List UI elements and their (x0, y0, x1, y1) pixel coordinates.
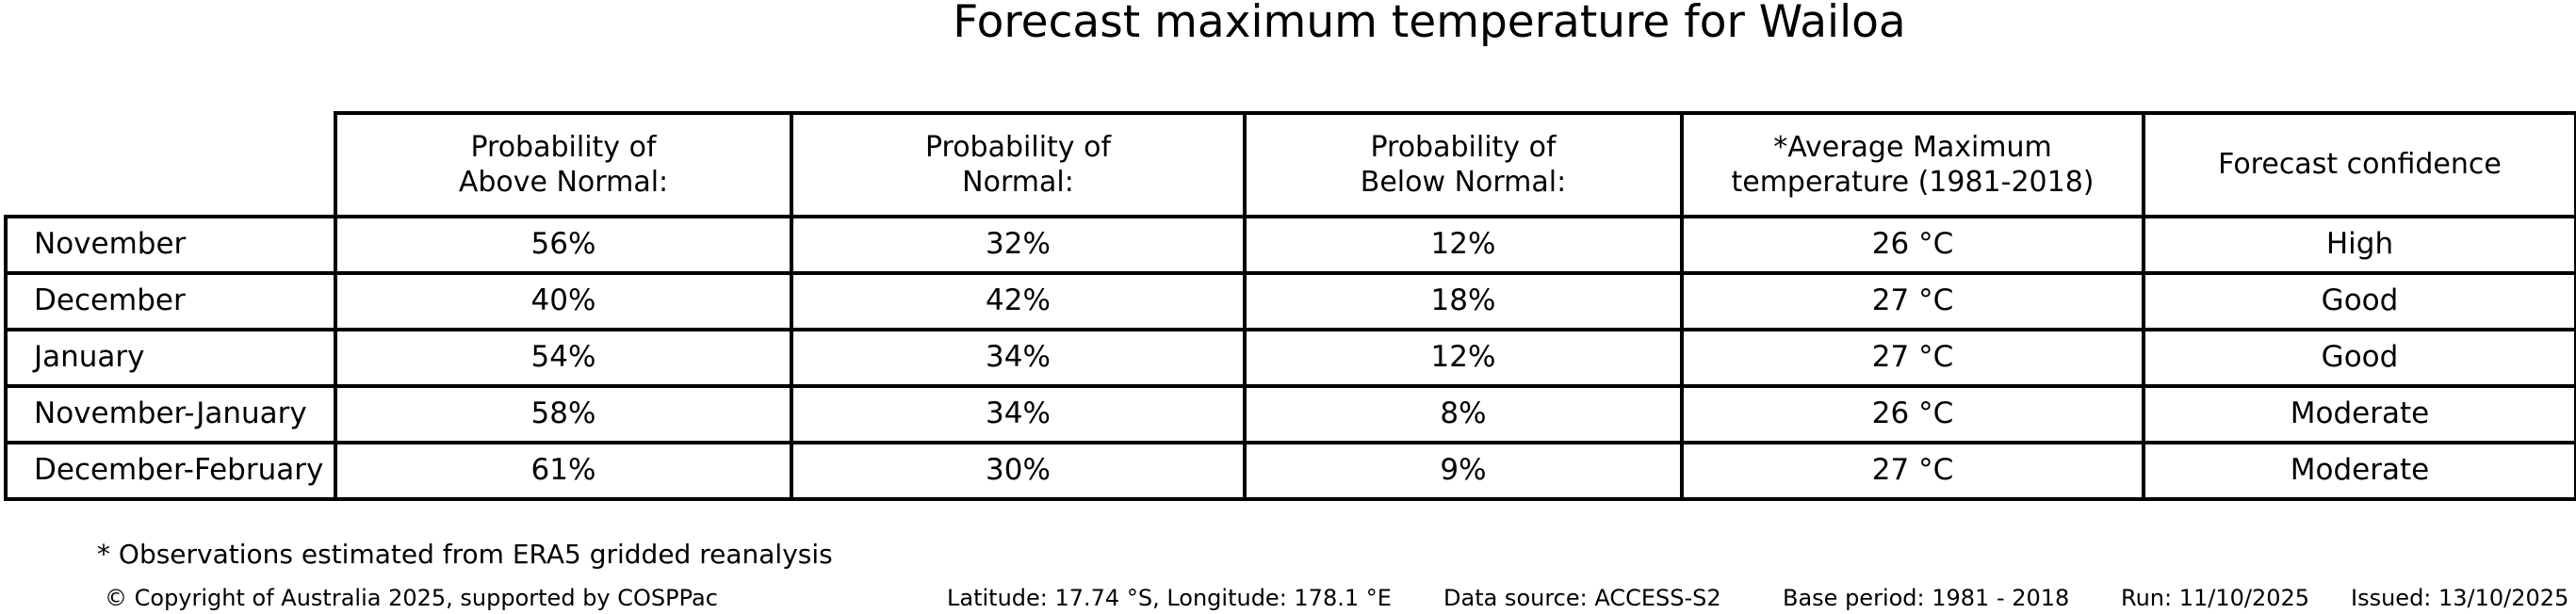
confidence-value: Good (2142, 271, 2576, 331)
forecast-table: Probability of Above Normal: Probability… (4, 111, 2576, 501)
below-normal-value: 8% (1243, 384, 1684, 444)
above-normal-value: 61% (334, 441, 793, 501)
above-normal-value: 54% (334, 328, 793, 388)
below-normal-value: 18% (1243, 271, 1684, 331)
table-row: November-January 58% 34% 8% 26 °C Modera… (4, 384, 2576, 444)
location-coordinates-text: Latitude: 17.74 °S, Longitude: 178.1 °E (947, 585, 1392, 611)
normal-value: 30% (790, 441, 1247, 501)
above-normal-value: 40% (334, 271, 793, 331)
table-header-row: Probability of Above Normal: Probability… (6, 111, 2576, 218)
avg-max-temp-value: 27 °C (1680, 328, 2145, 388)
normal-value: 34% (790, 384, 1247, 444)
confidence-value: Good (2142, 328, 2576, 388)
column-header-normal: Probability of Normal: (790, 111, 1247, 218)
column-header-below-normal: Probability of Below Normal: (1243, 111, 1684, 218)
confidence-value: High (2142, 215, 2576, 275)
period-label: January (4, 328, 337, 388)
avg-max-temp-value: 26 °C (1680, 384, 2145, 444)
above-normal-value: 56% (334, 215, 793, 275)
period-label: November (4, 215, 337, 275)
corner-cell (6, 113, 335, 217)
period-label: November-January (4, 384, 337, 444)
copyright-text: © Copyright of Australia 2025, supported… (105, 585, 718, 611)
data-source-text: Data source: ACCESS-S2 (1443, 585, 1721, 611)
column-header-above-normal: Probability of Above Normal: (334, 111, 793, 218)
period-label: December-February (4, 441, 337, 501)
table-row: December-February 61% 30% 9% 27 °C Moder… (4, 441, 2576, 501)
below-normal-value: 12% (1243, 215, 1684, 275)
normal-value: 34% (790, 328, 1247, 388)
avg-max-temp-value: 27 °C (1680, 441, 2145, 501)
era5-footnote: * Observations estimated from ERA5 gridd… (97, 539, 833, 570)
confidence-value: Moderate (2142, 384, 2576, 444)
confidence-value: Moderate (2142, 441, 2576, 501)
table-row: November 56% 32% 12% 26 °C High (4, 215, 2576, 275)
avg-max-temp-value: 27 °C (1680, 271, 2145, 331)
run-date-text: Run: 11/10/2025 (2121, 585, 2310, 611)
above-normal-value: 58% (334, 384, 793, 444)
normal-value: 32% (790, 215, 1247, 275)
base-period-text: Base period: 1981 - 2018 (1783, 585, 2070, 611)
table-row: December 40% 42% 18% 27 °C Good (4, 271, 2576, 331)
column-header-forecast-confidence: Forecast confidence (2142, 111, 2576, 218)
period-label: December (4, 271, 337, 331)
issued-date-text: Issued: 13/10/2025 (2351, 585, 2569, 611)
page-title: Forecast maximum temperature for Wailoa (953, 0, 1906, 48)
normal-value: 42% (790, 271, 1247, 331)
avg-max-temp-value: 26 °C (1680, 215, 2145, 275)
column-header-avg-max-temp: *Average Maximum temperature (1981-2018) (1680, 111, 2145, 218)
table-row: January 54% 34% 12% 27 °C Good (4, 328, 2576, 388)
below-normal-value: 9% (1243, 441, 1684, 501)
below-normal-value: 12% (1243, 328, 1684, 388)
